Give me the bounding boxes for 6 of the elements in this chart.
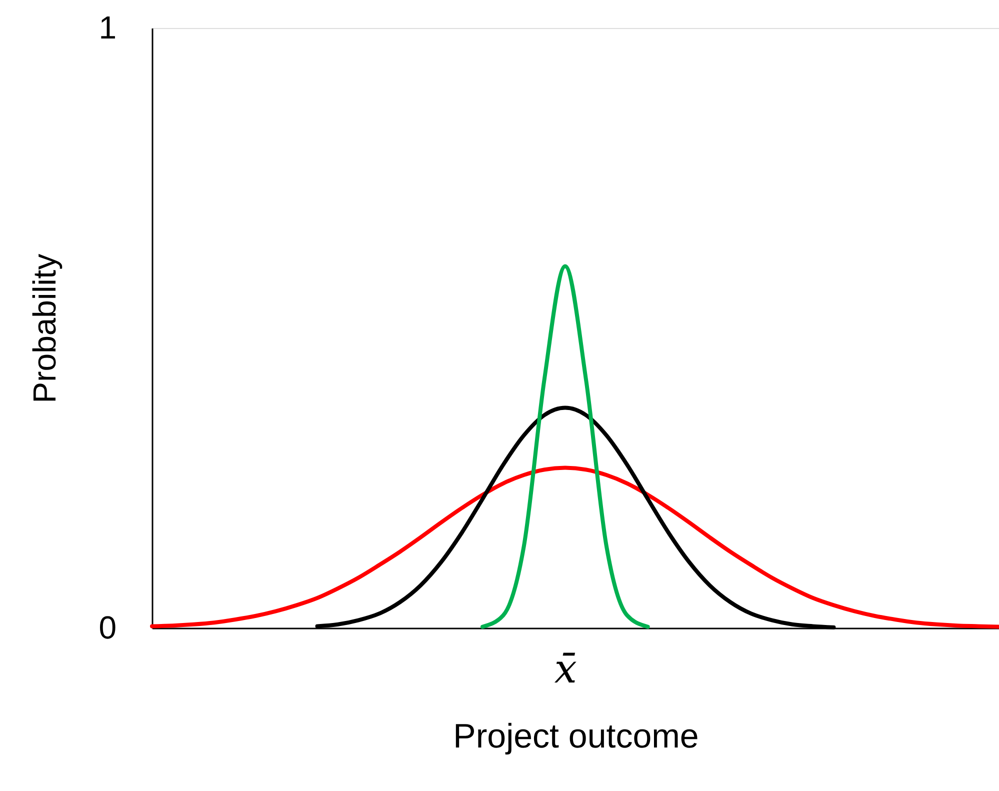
y-axis-title: Probability [26,254,63,404]
y-tick-label: 0 [98,610,116,646]
y-tick-label: 1 [98,10,116,46]
x-tick-label: x̄ [554,646,577,692]
x-axis-title: Project outcome [453,718,699,756]
line-series [480,264,650,629]
